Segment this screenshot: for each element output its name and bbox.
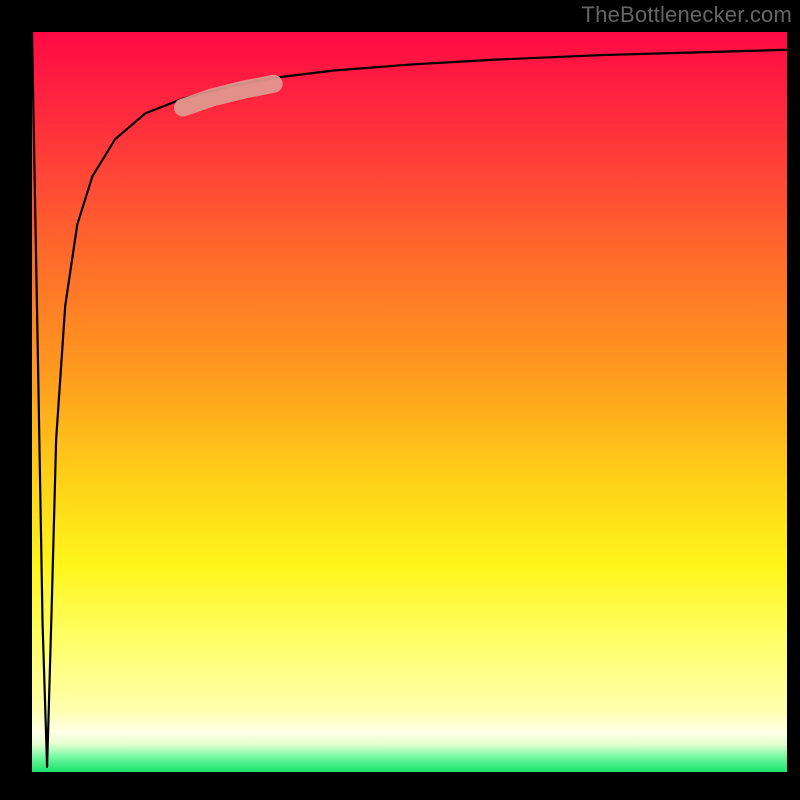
chart-background — [32, 32, 787, 772]
attribution-text: TheBottlenecker.com — [582, 2, 792, 28]
bottleneck-chart — [0, 0, 800, 800]
